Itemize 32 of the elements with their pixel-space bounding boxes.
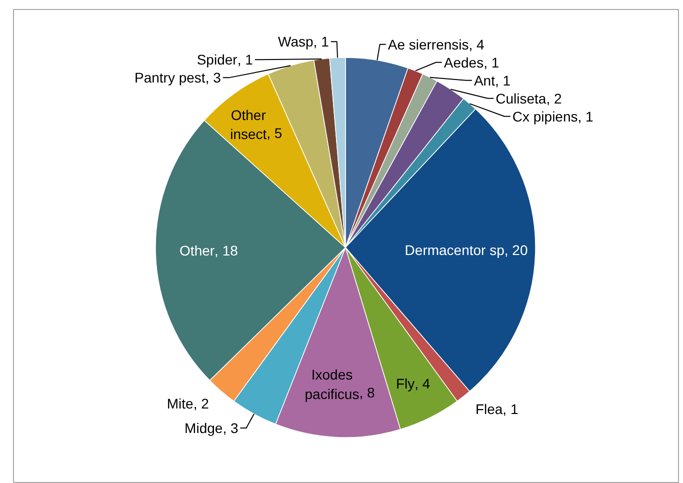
slice-label: Flea (475, 400, 503, 417)
slice-label: Other insect (230, 106, 267, 142)
data-label: , 2 (546, 90, 562, 106)
data-label: , 3 (222, 420, 238, 436)
data-label: , 1 (237, 52, 254, 68)
slice-label: Ixodes pacificus (304, 366, 360, 402)
slice-label: Fly (396, 376, 415, 392)
data-label: , 20 (504, 242, 528, 258)
slice-label: Midge (184, 420, 223, 436)
data-label: , 2 (193, 395, 210, 412)
slice-label: Spider (196, 52, 238, 68)
data-label: , 1 (578, 108, 594, 124)
data-label: , 1 (494, 72, 511, 88)
slice-label: Aedes (444, 54, 484, 70)
slice-label: Culiseta (496, 90, 546, 106)
data-label: , 4 (414, 376, 430, 392)
slice-label: Mite (166, 395, 194, 412)
data-label: , 3 (205, 70, 222, 86)
slice-label: Wasp (278, 34, 314, 50)
data-label: , 5 (266, 124, 282, 141)
data-label: , 1 (502, 400, 518, 417)
data-label: , 1 (313, 34, 330, 50)
data-label: , 8 (359, 384, 375, 401)
slice-label: Cx pipiens (512, 108, 578, 124)
slice-label: Ae sierrensis (388, 36, 469, 52)
slice-label: Other (180, 242, 215, 258)
slice-label: Dermacentor sp (404, 242, 505, 258)
slice-label: Pantry pest (134, 70, 206, 86)
data-label: , 4 (468, 36, 485, 52)
slice-label: Ant (474, 72, 496, 88)
data-label: , 18 (214, 242, 238, 258)
data-label: , 1 (484, 54, 500, 70)
